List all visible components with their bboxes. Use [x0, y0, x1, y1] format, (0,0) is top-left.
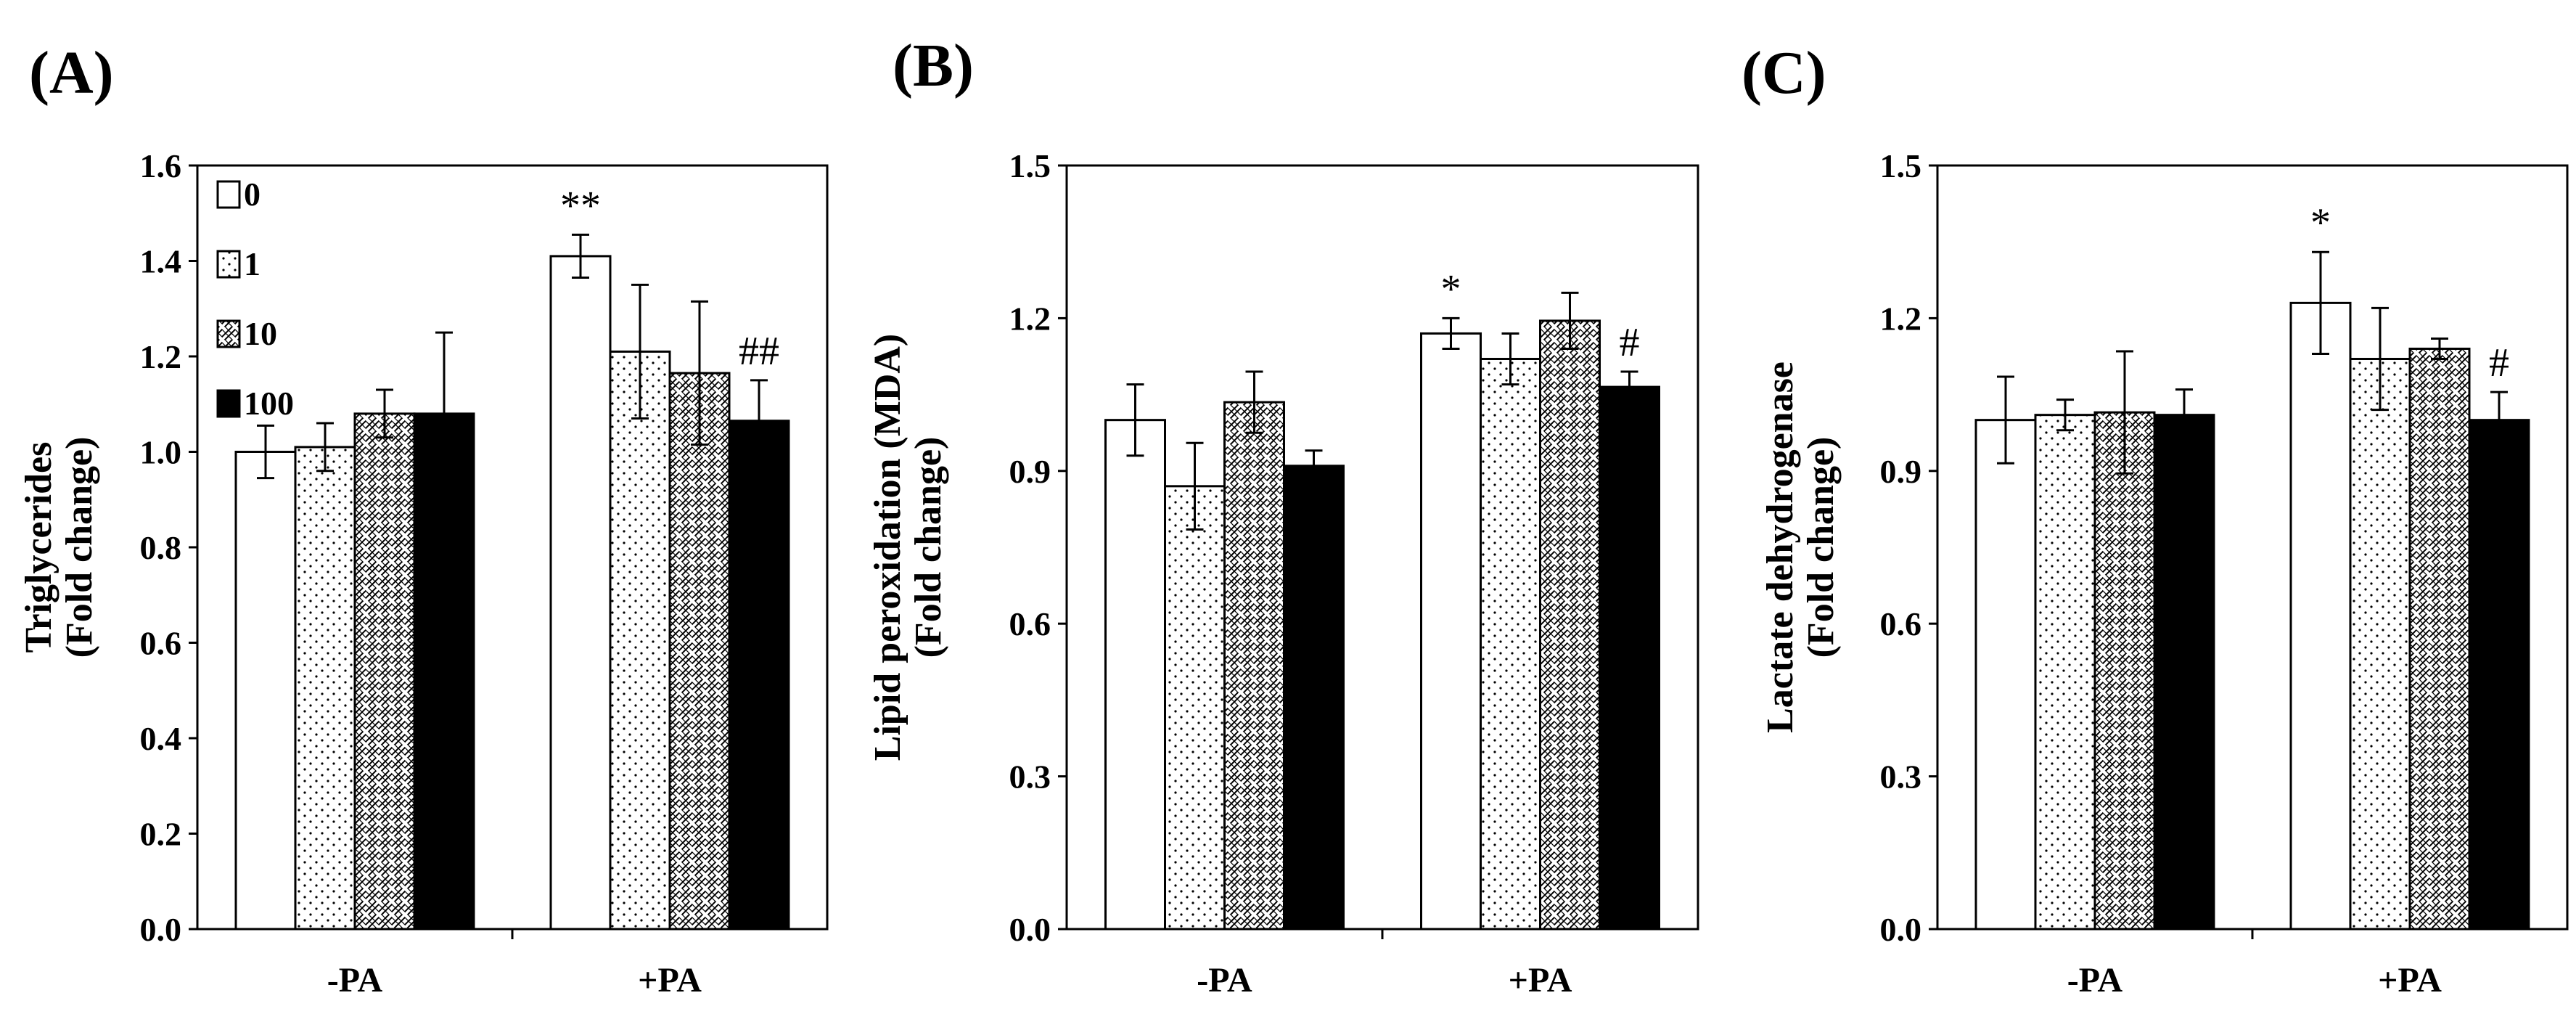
significance-mark: #	[2489, 340, 2509, 385]
panels: (A) 0.0 0.2 0.4 0.6 0.8 1.0 1.2 1.4 1.6 Triglyceri…	[18, 32, 2569, 999]
bar-0-+PA	[1420, 332, 1482, 931]
bar-10-+PA	[668, 372, 731, 931]
bar-10-+PA	[1539, 319, 1601, 931]
bar-1-+PA	[1480, 358, 1541, 931]
bar-0--PA	[1974, 419, 2037, 931]
bar-1--PA	[294, 446, 356, 931]
bar-100--PA	[1283, 465, 1345, 931]
legend-swatch-1	[216, 250, 241, 279]
x-category-label: -PA	[1197, 961, 1252, 999]
legend-label-100: 100	[244, 385, 294, 422]
y-axis-title: Triglycerides	[18, 442, 60, 653]
bar-1--PA	[2034, 414, 2096, 931]
legend-swatch-100	[216, 389, 241, 418]
chart-panel-c: (C) 0.0 0.3 0.6 0.9 1.2 1.5 Lactate dehydrogena…	[1742, 39, 2569, 999]
bar-10--PA	[353, 412, 416, 931]
y-tick-label: 0.0	[1009, 911, 1051, 948]
significance-mark: ##	[739, 329, 779, 374]
y-tick-label: 1.4	[140, 243, 182, 280]
y-tick-label: 0.0	[1880, 911, 1922, 948]
bar-10--PA	[2093, 411, 2156, 931]
chart-panel-a: (A) 0.0 0.2 0.4 0.6 0.8 1.0 1.2 1.4 1.6 Triglyceri…	[18, 39, 829, 999]
panel-label: (C)	[1742, 39, 1826, 107]
legend-swatch-0	[216, 180, 241, 209]
bar-100--PA	[2153, 414, 2215, 931]
panel-label: (B)	[893, 32, 974, 99]
y-tick-label: 0.3	[1009, 759, 1051, 796]
y-tick-label: 0.6	[140, 625, 182, 662]
y-tick-label: 0.3	[1880, 759, 1922, 796]
bar-10-+PA	[2408, 347, 2471, 931]
bar-0-+PA	[549, 255, 612, 931]
bar-100-+PA	[728, 420, 790, 931]
bar-10--PA	[1223, 401, 1285, 931]
y-tick-label: 0.2	[140, 816, 182, 853]
bar-0--PA	[234, 451, 297, 931]
y-tick-label: 0.0	[140, 911, 182, 948]
significance-mark: *	[1441, 266, 1461, 311]
legend-label-10: 10	[244, 315, 277, 352]
y-tick-label: 0.6	[1880, 605, 1922, 642]
legend-swatch-10	[216, 319, 241, 348]
y-tick-label: 1.2	[1880, 300, 1922, 337]
legend-label-0: 0	[244, 176, 261, 213]
chart-panel-b: (B) 0.0 0.3 0.6 0.9 1.2 1.5 Lipid peroxidation …	[867, 32, 1699, 999]
legend-label-1: 1	[244, 245, 261, 282]
y-tick-label: 0.8	[140, 529, 182, 566]
bar-100-+PA	[1599, 385, 1660, 931]
y-tick-label: 0.6	[1009, 605, 1051, 642]
bar-0-+PA	[2289, 301, 2352, 931]
significance-mark: **	[560, 183, 601, 228]
y-tick-label: 1.6	[140, 147, 182, 184]
y-axis-title: Lactate dehydrogenase	[1760, 361, 1801, 733]
y-axis-title: (Fold change)	[908, 437, 949, 658]
x-category-label: +PA	[638, 961, 702, 999]
bar-100-+PA	[2468, 419, 2530, 931]
bar-100--PA	[413, 412, 475, 931]
significance-mark: *	[2310, 200, 2331, 245]
y-axis-title: (Fold change)	[1800, 437, 1842, 658]
y-axis-title: Lipid peroxidation (MDA)	[867, 334, 908, 761]
x-category-label: -PA	[327, 961, 383, 999]
x-category-label: -PA	[2067, 961, 2123, 999]
y-tick-label: 1.0	[140, 434, 182, 471]
y-tick-label: 1.5	[1009, 147, 1051, 184]
bar-0--PA	[1104, 419, 1166, 931]
significance-mark: #	[1620, 320, 1640, 365]
x-category-label: +PA	[1509, 961, 1572, 999]
y-tick-label: 0.4	[140, 720, 182, 757]
bar-1-+PA	[609, 350, 671, 931]
y-axis-title: (Fold change)	[59, 437, 100, 658]
y-tick-label: 1.2	[140, 338, 182, 375]
y-tick-label: 1.2	[1009, 300, 1051, 337]
panel-label: (A)	[29, 39, 114, 107]
y-tick-label: 0.9	[1880, 453, 1922, 490]
legend: 0 1 10 100	[216, 176, 294, 422]
bar-1-+PA	[2349, 358, 2411, 931]
x-category-label: +PA	[2378, 961, 2442, 999]
y-tick-label: 0.9	[1009, 453, 1051, 490]
bar-1--PA	[1164, 485, 1226, 931]
y-tick-label: 1.5	[1880, 147, 1922, 184]
